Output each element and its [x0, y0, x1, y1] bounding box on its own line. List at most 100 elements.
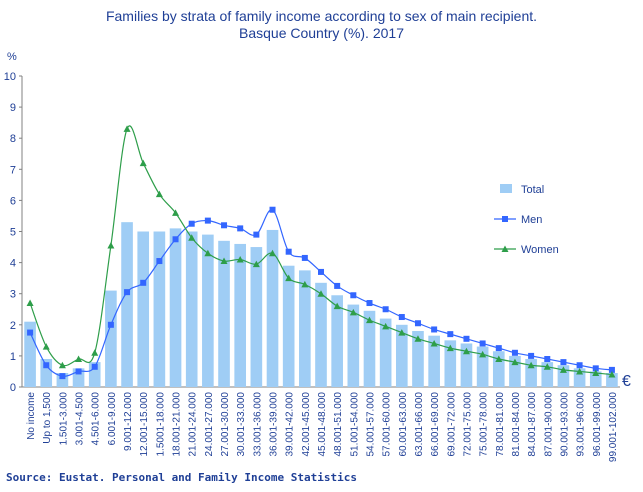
bar-total: [589, 371, 602, 387]
point-women: [139, 159, 147, 167]
bar-total: [363, 310, 376, 387]
point-women: [559, 366, 567, 373]
point-women: [479, 350, 487, 358]
point-men: [463, 335, 470, 342]
point-men: [221, 222, 228, 229]
x-tick-label: 9.001-12.000: [123, 392, 134, 451]
y-tick-label: 6: [10, 195, 16, 207]
point-women: [172, 209, 180, 216]
point-women: [123, 125, 131, 132]
x-tick-label: 81.001-84.000: [511, 392, 522, 457]
point-men: [334, 282, 341, 289]
point-women: [155, 190, 163, 198]
point-women: [58, 361, 66, 369]
x-tick-label: 72.001-75.000: [462, 392, 473, 457]
point-women: [317, 290, 325, 297]
legend-marker-women: [501, 245, 509, 252]
bar-total: [169, 228, 182, 387]
x-tick-label: 93.001-96.000: [576, 392, 587, 457]
chart-subtitle: Basque Country (%). 2017: [239, 25, 404, 41]
bar-total: [105, 290, 117, 387]
bar-total: [250, 247, 263, 387]
point-women: [204, 249, 212, 257]
unit-label: €: [622, 373, 631, 390]
point-women: [462, 347, 470, 355]
point-women: [349, 308, 357, 316]
x-tick-label: 6.001-9.000: [107, 392, 118, 446]
point-men: [511, 349, 518, 356]
point-women: [543, 363, 551, 370]
bar-total: [395, 324, 408, 387]
x-tick-label: 18.001-21.000: [172, 392, 183, 457]
point-women: [576, 367, 584, 375]
bar-total: [606, 373, 618, 387]
bar-total: [137, 231, 150, 387]
x-tick-label: 24.001-27.000: [204, 392, 215, 457]
point-men: [285, 248, 292, 255]
bar-total: [476, 346, 489, 387]
x-tick-label: 1.5001-18.000: [155, 392, 166, 457]
point-men: [188, 220, 195, 227]
bar-total: [202, 234, 214, 387]
y-tick-label: 2: [10, 320, 16, 332]
point-men: [156, 258, 163, 265]
x-tick-label: 90.001-93.000: [559, 392, 570, 457]
point-men: [43, 362, 50, 369]
bar-total: [347, 304, 360, 387]
point-men: [576, 362, 583, 369]
point-men: [27, 329, 34, 336]
bar-total: [234, 243, 247, 387]
legend-label-women: Women: [521, 244, 559, 256]
x-tick-label: 75.001-78.000: [479, 392, 490, 457]
x-tick-label: 87.001-90.000: [543, 392, 554, 457]
point-men: [172, 236, 179, 243]
point-men: [204, 217, 211, 224]
y-tick-label: 3: [10, 289, 16, 301]
x-tick-label: 54.001-57.000: [365, 392, 376, 457]
bar-total: [509, 355, 521, 387]
point-women: [398, 329, 406, 336]
x-tick-label: 96.001-99.000: [592, 392, 603, 457]
point-men: [140, 279, 147, 286]
bar-total: [573, 368, 586, 387]
bar-total: [121, 222, 133, 387]
point-men: [544, 356, 551, 363]
bar-total: [266, 229, 279, 387]
source-note: Source: Eustat. Personal and Family Inco…: [6, 471, 357, 484]
point-men: [447, 331, 454, 338]
x-tick-label: 33.001-36.000: [252, 392, 263, 457]
bar-total: [218, 240, 230, 387]
point-men: [318, 268, 324, 275]
x-tick-label: 45.001-48.000: [317, 392, 328, 457]
x-tick-label: 51.001-54.000: [349, 392, 360, 457]
point-women: [236, 255, 244, 263]
point-men: [398, 314, 405, 321]
bar-total: [88, 362, 101, 387]
chart-title: Families by strata of family income acco…: [105, 8, 538, 24]
y-tick-label: 10: [4, 71, 16, 83]
point-men: [495, 345, 502, 352]
bar-total: [315, 282, 327, 387]
legend-label-total: Total: [521, 184, 544, 196]
legend-marker-men: [502, 216, 508, 222]
x-tick-label: 42.001-45.000: [301, 392, 312, 457]
bar-total: [24, 321, 36, 387]
point-men: [301, 254, 308, 261]
point-women: [75, 355, 83, 363]
bar-total: [557, 365, 570, 387]
x-tick-label: 39.001-42.000: [285, 392, 296, 457]
point-women: [91, 349, 99, 356]
point-men: [91, 363, 98, 370]
point-women: [608, 371, 616, 378]
bar-total: [185, 231, 198, 387]
y-tick-label: 1: [10, 351, 16, 363]
bar-total: [56, 373, 69, 387]
y-tick-label: 0: [10, 382, 16, 394]
point-men: [253, 231, 260, 238]
point-women: [446, 344, 454, 352]
y-tick-label: 7: [10, 164, 16, 176]
x-tick-label: 48.001-51.000: [333, 392, 344, 457]
x-tick-label: 69.001-72.000: [446, 392, 457, 457]
x-tick-label: Up to 1,500: [42, 392, 53, 444]
point-women: [430, 339, 438, 347]
